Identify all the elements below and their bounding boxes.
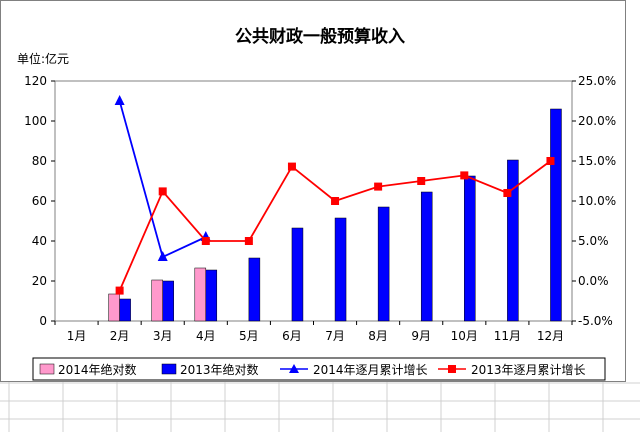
right-axis: -5.0% 0.0% 5.0% 10.0% 15.0% 20.0% 25.0% [572, 74, 616, 328]
bar [334, 217, 347, 322]
line-marker [114, 95, 125, 105]
left-tick-label: 0 [39, 314, 47, 328]
bar [108, 293, 120, 322]
line-marker [287, 162, 296, 171]
bar [550, 108, 562, 322]
legend-marker-2013-growth [448, 365, 456, 373]
x-tick-label: 1月 [67, 329, 87, 343]
bar [119, 298, 131, 322]
right-tick-label: 25.0% [578, 74, 616, 88]
chart-title: 公共财政一般预算收入 [235, 26, 405, 47]
bar [507, 159, 519, 322]
right-tick-label: 20.0% [578, 114, 616, 128]
right-tick-label: 15.0% [578, 154, 616, 168]
right-tick-label: 5.0% [578, 234, 609, 248]
line-series [114, 95, 555, 295]
line-marker [417, 177, 426, 185]
left-tick-label: 80 [32, 154, 47, 168]
x-tick-label: 9月 [411, 329, 431, 343]
x-tick-label: 4月 [196, 329, 216, 343]
bar [151, 279, 163, 322]
bar [291, 227, 304, 322]
right-tick-label: 10.0% [578, 194, 616, 208]
bar-series [108, 108, 562, 322]
line-marker [503, 189, 512, 197]
bar [205, 269, 218, 322]
x-tick-label: 7月 [325, 329, 345, 343]
bar [194, 267, 207, 322]
line-marker [115, 286, 124, 295]
x-tick-label: 2月 [110, 329, 130, 343]
right-tick-label: -5.0% [578, 314, 613, 328]
x-tick-label: 11月 [494, 329, 521, 343]
line-marker [244, 237, 253, 245]
left-tick-label: 60 [32, 194, 47, 208]
legend-label-2013-growth: 2013年逐月累计增长 [471, 363, 586, 377]
plot-area [54, 80, 573, 322]
right-tick-label: 0.0% [578, 274, 609, 288]
x-tick-label: 8月 [368, 329, 388, 343]
legend-label-2013-abs: 2013年绝对数 [180, 362, 259, 377]
left-tick-label: 20 [32, 274, 47, 288]
line-marker [331, 197, 340, 205]
left-tick-label: 40 [32, 234, 47, 248]
x-axis: 1月 2月 3月 4月 5月 6月 7月 8月 9月 10月 11月 12月 [54, 321, 573, 343]
bar [420, 191, 433, 322]
x-tick-label: 12月 [537, 329, 564, 343]
legend-swatch-2014-abs [39, 363, 55, 375]
x-tick-label: 6月 [282, 329, 302, 343]
legend-label-2014-growth: 2014年逐月累计增长 [313, 363, 428, 377]
line-marker [460, 171, 469, 180]
left-axis: 0 20 40 60 80 100 120 [24, 74, 55, 328]
left-tick-label: 100 [24, 114, 47, 128]
legend-swatch-2013-abs [161, 363, 177, 375]
x-tick-label: 3月 [153, 329, 173, 343]
unit-label: 单位:亿元 [17, 51, 69, 66]
x-tick-label: 10月 [451, 329, 478, 343]
bar [377, 206, 390, 322]
line-marker [546, 157, 555, 165]
bar [464, 175, 476, 322]
legend-box [32, 357, 606, 381]
line-marker [158, 187, 167, 196]
legend-label-2014-abs: 2014年绝对数 [58, 362, 137, 377]
x-tick-label: 5月 [239, 329, 259, 343]
line-marker [201, 237, 210, 245]
bar [162, 280, 174, 322]
left-tick-label: 120 [24, 74, 47, 88]
line-marker [374, 182, 383, 191]
bar [248, 257, 261, 322]
legend: 2014年绝对数 2013年绝对数 2014年逐月累计增长 2013年逐月累计增… [32, 357, 606, 381]
legend-marker-2014-growth [289, 364, 299, 373]
line-marker [157, 251, 168, 261]
